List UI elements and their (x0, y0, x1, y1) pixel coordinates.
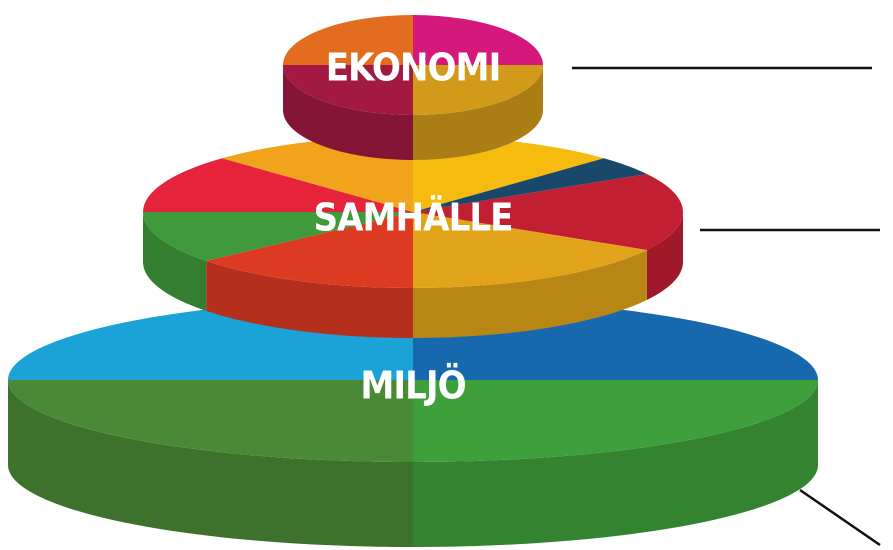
tier-side (283, 65, 413, 160)
tier-side (143, 212, 207, 311)
tier-segment (206, 212, 413, 288)
tier-side (646, 212, 683, 300)
tier-segment (143, 212, 413, 261)
tier-label: SAMHÄLLE (313, 196, 512, 240)
tier-side (8, 380, 413, 547)
tier-segment (413, 380, 818, 462)
tier-label: EKONOMI (326, 46, 501, 90)
tier-segment (413, 174, 683, 250)
tier-segment (413, 212, 647, 288)
tier-segment (413, 158, 647, 212)
tier-label: MILJÖ (360, 364, 465, 408)
tier-side (413, 380, 818, 547)
tiers (8, 15, 818, 547)
tier-side (206, 260, 413, 338)
tier-segment (283, 65, 413, 115)
tier-segment (8, 380, 413, 462)
pointer-line (799, 488, 881, 547)
tier-segment (413, 15, 543, 65)
tier-segment (143, 158, 413, 212)
tier-side (413, 250, 647, 338)
tier-side (413, 65, 543, 160)
tier-segment (283, 15, 413, 65)
tier-segment (413, 65, 543, 115)
